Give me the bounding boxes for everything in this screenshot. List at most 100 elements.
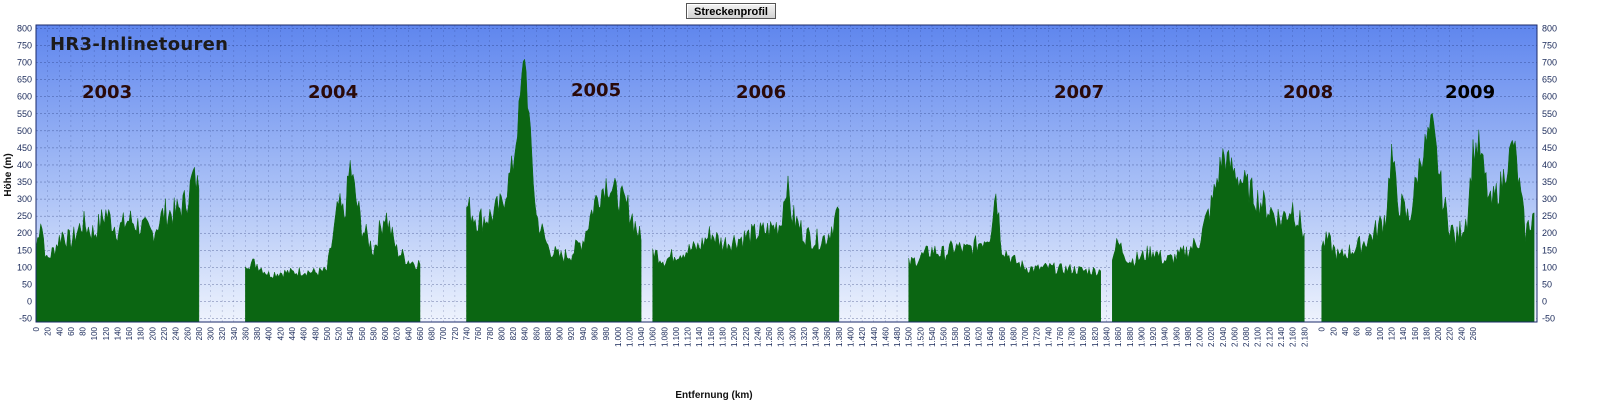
x-tick-label: 180 [137, 326, 146, 340]
y-tick-label: 150 [17, 245, 32, 255]
y-tick-label-right: 0 [1542, 297, 1547, 307]
x-tick-label: 540 [346, 326, 355, 340]
elevation-area-2009 [1321, 112, 1535, 323]
x-tick-label: 360 [241, 326, 250, 340]
x-tick-label: 1.460 [881, 326, 890, 347]
x-tick-label: 440 [288, 326, 297, 340]
elevation-area-2007 [908, 193, 1101, 323]
y-tick-label-right: 400 [1542, 160, 1557, 170]
x-tick-label: 1.820 [1091, 326, 1100, 347]
x-tick-label: 1.900 [1137, 326, 1146, 347]
x-tick-label: 520 [335, 326, 344, 340]
x-tick-label: 560 [358, 326, 367, 340]
x-tick-label: 1.020 [625, 326, 634, 347]
plot-border [35, 24, 1538, 323]
x-tick-label: 880 [544, 326, 553, 340]
y-tick-label: 250 [17, 211, 32, 221]
y-tick-label-right: 750 [1542, 40, 1557, 50]
x-tick-label: 2.100 [1254, 326, 1263, 347]
year-label-2005: 2005 [571, 80, 622, 101]
x-tick-label: 2.080 [1242, 326, 1251, 347]
x-tick-label: 200 [1434, 326, 1443, 340]
x-tick-label: 60 [67, 326, 76, 335]
x-tick-label: 380 [253, 326, 262, 340]
x-tick-label: 1.360 [823, 326, 832, 347]
year-label-2008: 2008 [1283, 82, 1334, 103]
y-tick-label-right: 700 [1542, 58, 1557, 68]
x-tick-label: 2.000 [1196, 326, 1205, 347]
y-tick-label: 750 [17, 40, 32, 50]
x-tick-label: 240 [1457, 326, 1466, 340]
x-tick-label: 1.700 [1021, 326, 1030, 347]
x-tick-label: 1.720 [1033, 326, 1042, 347]
x-tick-label: 180 [1422, 326, 1431, 340]
x-tick-label: 320 [218, 326, 227, 340]
year-label-2004: 2004 [308, 82, 359, 103]
x-tick-label: 460 [300, 326, 309, 340]
x-tick-label: 1.260 [765, 326, 774, 347]
x-tick-label: 2.060 [1230, 326, 1239, 347]
x-tick-label: 420 [276, 326, 285, 340]
x-tick-label: 1.740 [1044, 326, 1053, 347]
x-tick-label: 240 [172, 326, 181, 340]
x-tick-label: 1.240 [753, 326, 762, 347]
x-tick-label: 920 [567, 326, 576, 340]
year-label-2007: 2007 [1054, 82, 1105, 103]
brand-label: HR3-Inlinetouren [50, 34, 229, 55]
x-tick-label: 1.660 [998, 326, 1007, 347]
x-tick-label: 1.140 [695, 326, 704, 347]
streckenprofil-button[interactable]: Streckenprofil [686, 3, 776, 19]
x-tick-label: 1.780 [1068, 326, 1077, 347]
x-tick-label: 220 [1446, 326, 1455, 340]
x-tick-label: 0 [32, 326, 41, 331]
x-tick-label: 40 [1341, 326, 1350, 335]
x-tick-label: 580 [369, 326, 378, 340]
x-tick-label: 1.080 [660, 326, 669, 347]
y-tick-label: 450 [17, 143, 32, 153]
x-tick-label: 1.600 [963, 326, 972, 347]
y-tick-label-right: 50 [1542, 279, 1552, 289]
x-tick-label: 1.800 [1079, 326, 1088, 347]
x-tick-label: 1.760 [1056, 326, 1065, 347]
x-tick-label: 260 [183, 326, 192, 340]
x-tick-label: 2.160 [1289, 326, 1298, 347]
y-tick-label-right: 450 [1542, 143, 1557, 153]
x-tick-label: 1.920 [1149, 326, 1158, 347]
y-axis-right: -50 0 50 100 150 200 250 300 350 400 450 500 550 600 6… [1542, 23, 1557, 323]
x-tick-label: 1.100 [672, 326, 681, 347]
y-tick-label: -50 [19, 314, 32, 324]
y-tick-label: 100 [17, 262, 32, 272]
x-tick-label: 200 [148, 326, 157, 340]
elevation-area-2008 [1112, 148, 1305, 323]
x-tick-label: 1.400 [846, 326, 855, 347]
x-tick-label: 1.540 [928, 326, 937, 347]
x-tick-label: 2.040 [1219, 326, 1228, 347]
y-tick-label-right: 200 [1542, 228, 1557, 238]
x-tick-label: 300 [207, 326, 216, 340]
y-tick-label-right: 550 [1542, 109, 1557, 119]
y-tick-label-right: 150 [1542, 245, 1557, 255]
year-label-2006: 2006 [736, 82, 787, 103]
x-tick-label: 1.040 [637, 326, 646, 347]
elevation-area-2003 [35, 167, 200, 323]
x-tick-label: 840 [521, 326, 530, 340]
x-tick-label: 1.480 [893, 326, 902, 347]
x-tick-label: 1.640 [986, 326, 995, 347]
year-label-2009: 2009 [1445, 82, 1496, 103]
x-tick-label: 120 [102, 326, 111, 340]
y-tick-label: 300 [17, 194, 32, 204]
x-tick-label: 1.520 [916, 326, 925, 347]
x-axis: 0 20 40 60 80 100 120 140 160 180 200 220 240 260 280 3… [32, 326, 1478, 347]
y-tick-label: 500 [17, 126, 32, 136]
x-tick-label: 1.940 [1161, 326, 1170, 347]
y-tick-label: 800 [17, 23, 32, 33]
year-label-2003: 2003 [82, 82, 133, 103]
x-tick-label: 600 [381, 326, 390, 340]
x-tick-label: 2.180 [1300, 326, 1309, 347]
y-axis-left: -50 0 50 100 150 200 250 300 350 400 450 500 550 600 6… [17, 23, 32, 323]
y-tick-label-right: 250 [1542, 211, 1557, 221]
x-tick-label: 860 [532, 326, 541, 340]
y-tick-label: 700 [17, 58, 32, 68]
